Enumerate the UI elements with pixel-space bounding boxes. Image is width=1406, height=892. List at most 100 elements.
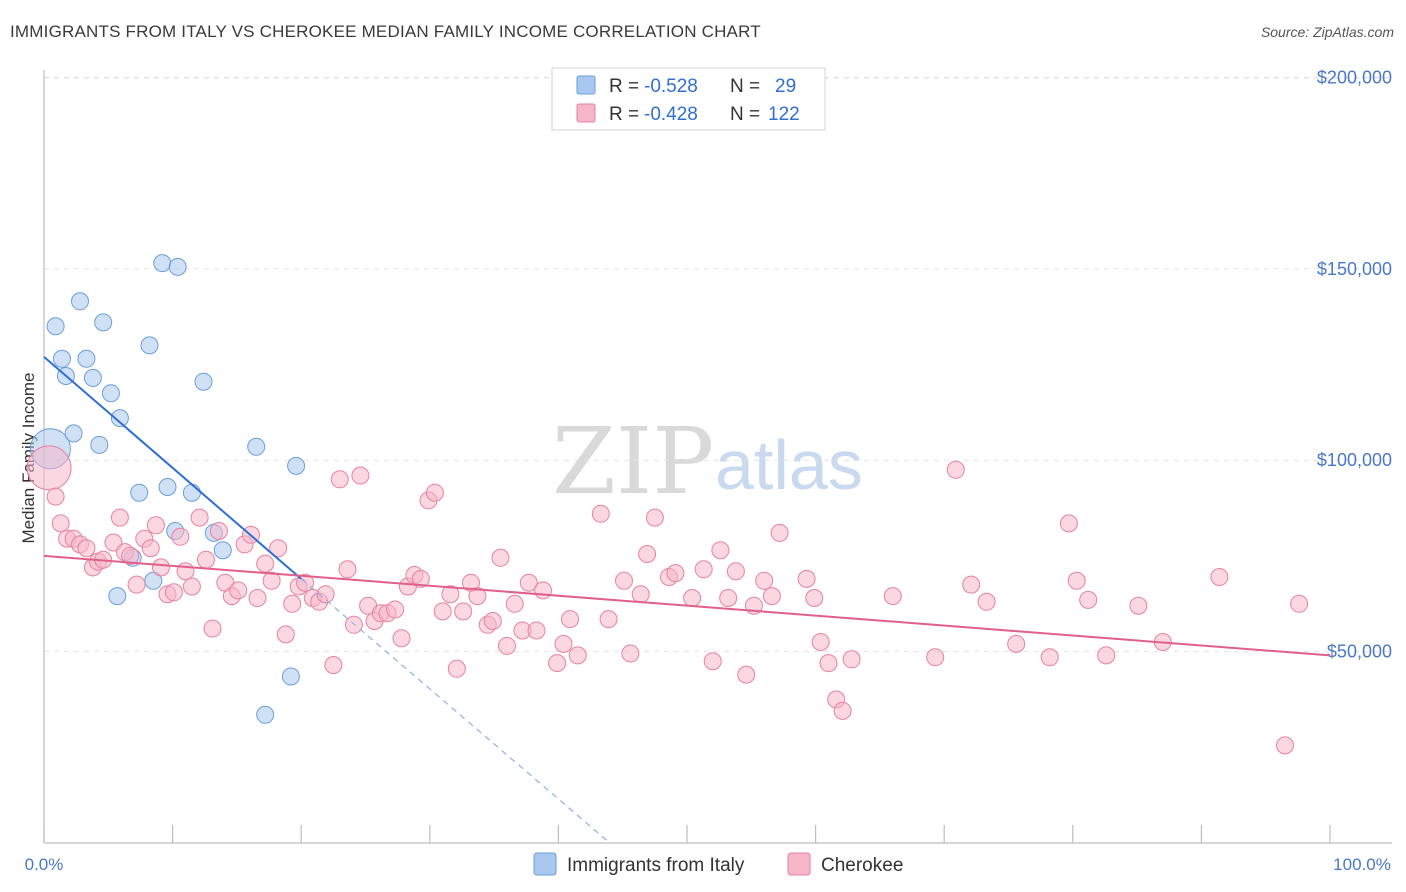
- cherokee-point-79: [591, 504, 610, 523]
- cherokee-point-46: [338, 560, 357, 579]
- cherokee-point-30: [229, 581, 248, 600]
- cherokee-point-102: [819, 654, 838, 673]
- cherokee-point-99: [797, 569, 816, 588]
- cherokee-point-45: [330, 470, 349, 489]
- cherokee-point-22: [176, 562, 195, 581]
- cherokee-point-57: [411, 569, 430, 588]
- italy-point-19: [168, 257, 187, 276]
- cherokee-point-63: [454, 602, 473, 621]
- cherokee-point-10: [104, 533, 123, 552]
- cherokee-point-120: [1276, 736, 1294, 755]
- cherokee-point-116: [1097, 646, 1116, 665]
- cherokee-point-115: [1079, 590, 1098, 609]
- cherokee-point-48: [351, 466, 370, 485]
- cherokee-point-16: [141, 539, 160, 558]
- x-tick-label-min: 0.0%: [25, 855, 64, 874]
- cherokee-point-20: [164, 583, 183, 602]
- italy-point-25: [256, 705, 275, 724]
- cherokee-point-17: [146, 516, 165, 535]
- y-tick-label-150000: $150,000: [1317, 259, 1392, 279]
- cherokee-point-27: [209, 522, 228, 540]
- x-tick-labels: 0.0% 100.0%: [25, 855, 1391, 874]
- cherokee-point-25: [197, 550, 215, 569]
- x-tick-label-max: 100.0%: [1333, 855, 1391, 874]
- cherokee-point-89: [694, 560, 713, 579]
- italy-trend-line: [43, 356, 302, 580]
- chart-source: Source: ZipAtlas.com: [1260, 24, 1394, 40]
- data-points: [26, 254, 1309, 755]
- trend-lines: [43, 356, 1331, 844]
- cherokee-point-14: [127, 575, 146, 594]
- italy-point-7: [83, 368, 102, 387]
- cherokee-point-93: [726, 562, 745, 581]
- italy-point-21: [194, 372, 213, 391]
- italy-point-26: [281, 667, 300, 686]
- cherokee-point-13: [121, 546, 140, 565]
- cherokee-point-112: [1040, 648, 1059, 667]
- correlation-legend: R = -0.528 N = 29 R = -0.428 N = 122: [551, 67, 826, 131]
- y-tick-labels: $50,000 $100,000 $150,000 $200,000: [1317, 67, 1392, 661]
- cherokee-point-11: [110, 508, 129, 527]
- cherokee-point-111: [1007, 634, 1026, 653]
- legend-r-label-cherokee: R =: [609, 104, 639, 125]
- cherokee-point-96: [755, 571, 774, 590]
- cherokee-point-73: [527, 621, 546, 640]
- italy-point-28: [108, 587, 127, 606]
- italy-point-9: [94, 313, 113, 332]
- cherokee-point-33: [248, 589, 267, 607]
- italy-point-11: [110, 409, 129, 428]
- cherokee-point-108: [946, 460, 965, 479]
- cherokee-point-67: [483, 612, 502, 630]
- y-tick-label-200000: $200,000: [1317, 67, 1392, 87]
- legend-n-value-italy: 29: [775, 76, 796, 97]
- italy-point-15: [144, 571, 163, 590]
- cherokee-point-24: [190, 508, 209, 527]
- italy-trend-extension: [300, 578, 611, 844]
- cherokee-point-97: [762, 587, 781, 606]
- cherokee-point-21: [171, 527, 190, 546]
- chart-title: IMMIGRANTS FROM ITALY VS CHEROKEE MEDIAN…: [10, 22, 761, 41]
- cherokee-point-75: [548, 654, 567, 673]
- cherokee-point-53: [386, 600, 405, 619]
- cherokee-point-117: [1129, 596, 1148, 615]
- cherokee-point-74: [534, 581, 552, 600]
- cherokee-point-104: [833, 701, 852, 720]
- cherokee-point-90: [703, 652, 722, 671]
- legend-swatch-italy: [576, 75, 596, 95]
- cherokee-point-110: [977, 592, 996, 611]
- cherokee-point-59: [425, 483, 444, 502]
- cherokee-point-121: [1290, 594, 1309, 613]
- cherokee-point-101: [811, 633, 830, 651]
- cherokee-point-100: [805, 589, 824, 607]
- series-legend-swatch-italy: [533, 852, 557, 876]
- cherokee-point-44: [324, 656, 343, 674]
- cherokee-point-105: [842, 650, 861, 669]
- cherokee-point-78: [568, 646, 587, 665]
- cherokee-point-1: [46, 487, 65, 506]
- legend-r-value-cherokee: -0.428: [644, 104, 698, 125]
- cherokee-point-88: [683, 589, 702, 607]
- cherokee-point-18: [152, 558, 170, 577]
- series-legend-label-cherokee: Cherokee: [821, 855, 903, 876]
- cherokee-point-98: [770, 523, 789, 542]
- italy-point-24: [247, 437, 266, 456]
- italy-point-16: [153, 254, 172, 273]
- cherokee-point-35: [262, 571, 281, 590]
- cherokee-point-65: [468, 587, 487, 606]
- legend-r-label-italy: R =: [609, 76, 639, 97]
- cherokee-point-34: [256, 554, 275, 573]
- watermark-zip: ZIP: [552, 408, 714, 515]
- italy-point-10: [101, 384, 120, 403]
- cherokee-point-69: [498, 636, 516, 655]
- cherokee-point-114: [1067, 571, 1086, 590]
- cherokee-point-54: [392, 629, 411, 648]
- italy-point-6: [77, 349, 96, 368]
- italy-point-2: [53, 349, 71, 368]
- legend-n-label-cherokee: N =: [730, 104, 760, 125]
- cherokee-point-2: [51, 514, 70, 533]
- cherokee-point-109: [962, 575, 981, 594]
- italy-point-8: [90, 435, 109, 454]
- italy-point-5: [71, 292, 89, 311]
- cherokee-point-38: [283, 594, 302, 613]
